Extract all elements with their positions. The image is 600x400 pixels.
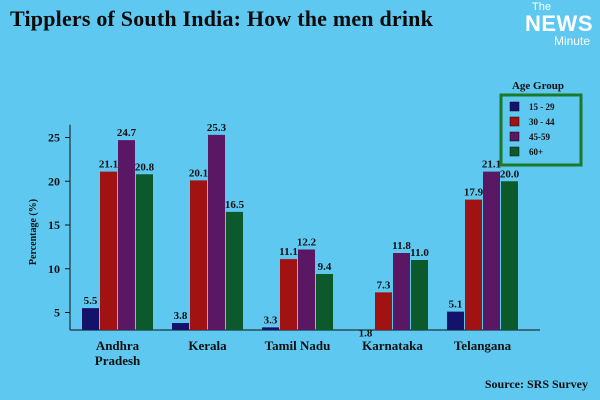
bar-value-label: 9.4 (318, 261, 332, 273)
bar (280, 259, 297, 330)
bar-value-label: 3.8 (174, 310, 188, 322)
bar (100, 171, 117, 330)
chart-title: Tipplers of South India: How the men dri… (10, 6, 434, 31)
bar-value-label: 11.1 (279, 246, 298, 258)
bar (483, 171, 500, 330)
bar-value-label: 21.1 (482, 159, 501, 171)
x-tick-label: Tamil Nadu (265, 338, 331, 353)
bar-value-label: 5.1 (449, 299, 463, 311)
source-note: Source: SRS Survey (484, 377, 588, 391)
bar-value-label: 25.3 (207, 122, 227, 134)
legend-entry-label: 45-59 (529, 132, 550, 142)
y-tick-label: 25 (48, 131, 60, 145)
chart-data-labels: 5.5 21.1 24.7 20.8 3.8 20.1 25.3 16.5 3.3 11.112.… (84, 122, 520, 340)
bar (447, 311, 464, 330)
x-tick-label: Andhra (96, 338, 140, 353)
x-tick-label: Karnataka (362, 338, 423, 353)
news-minute-logo: The NEWS Minute (524, 1, 594, 48)
bar-value-label: 21.1 (99, 159, 118, 171)
bar-value-label: 3.3 (264, 314, 278, 326)
legend-title: Age Group (512, 80, 564, 92)
bar-value-label: 11.0 (410, 247, 429, 259)
bar (118, 140, 135, 330)
bar-value-label: 17.9 (464, 187, 484, 199)
bar (262, 327, 279, 330)
logo-line-minute: Minute (553, 34, 590, 48)
bar (298, 249, 315, 330)
bar (136, 174, 153, 330)
bar-value-label: 7.3 (377, 279, 391, 291)
bar (465, 199, 482, 330)
legend-swatch (509, 131, 520, 142)
chart-bars (82, 134, 518, 330)
bar-value-label: 5.5 (84, 295, 98, 307)
bar-value-label: 24.7 (117, 127, 137, 139)
bar (226, 211, 243, 330)
y-axis-label: Percentage (%) (28, 199, 39, 265)
bar (411, 260, 428, 330)
bar (208, 134, 225, 330)
bar-value-label: 20.0 (500, 168, 520, 180)
bar-value-label: 20.8 (135, 161, 155, 173)
legend-entry-label: 60+ (529, 147, 543, 157)
bar-value-label: 12.2 (297, 237, 317, 249)
logo-line-the: The (532, 1, 551, 13)
bar (501, 181, 518, 330)
legend-swatch (509, 101, 520, 112)
bar (172, 323, 189, 330)
legend-box (499, 93, 583, 167)
bar (375, 292, 392, 330)
y-tick-label: 15 (48, 218, 60, 232)
x-tick-label: Telangana (454, 338, 512, 353)
bar (316, 274, 333, 330)
legend-swatch (509, 146, 520, 157)
y-tick-label: 20 (48, 174, 60, 188)
chart-legend: Age Group 15 - 29 30 - 44 45-59 60+ (499, 80, 583, 167)
bar (393, 253, 410, 330)
bar (82, 308, 99, 330)
bar-value-label: 20.1 (189, 167, 208, 179)
y-tick-label: 10 (48, 262, 60, 276)
legend-entry-label: 15 - 29 (529, 102, 555, 112)
y-tick-label: 5 (54, 306, 60, 320)
legend-entry-label: 30 - 44 (529, 117, 555, 127)
bar-value-label: 1.8 (359, 328, 373, 340)
logo-line-news: NEWS (525, 11, 593, 36)
legend-swatch (509, 116, 520, 127)
bar-value-label: 11.8 (392, 240, 411, 252)
x-tick-label: Kerala (188, 338, 227, 353)
bar-value-label: 16.5 (225, 199, 245, 211)
x-tick-label: Pradesh (95, 353, 141, 368)
bar (190, 180, 207, 330)
